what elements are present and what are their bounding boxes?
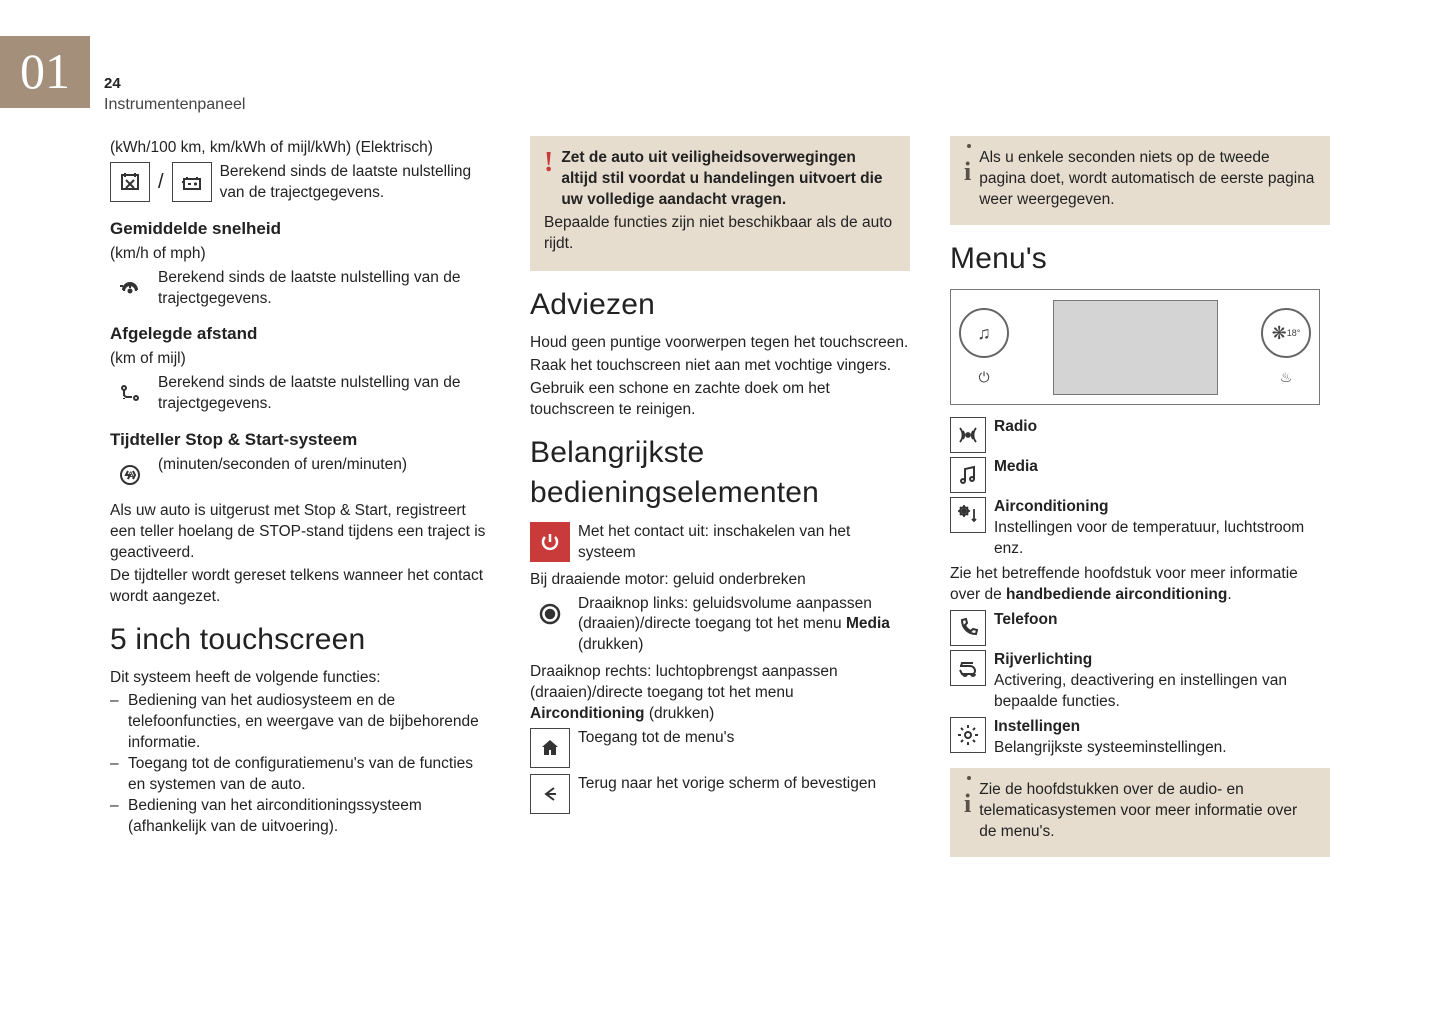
radio-icon — [950, 417, 986, 453]
ac-desc: Instellingen voor de temperatuur, luchts… — [994, 519, 1304, 557]
battery-icon — [172, 162, 212, 202]
left-knob-icon: ♫ — [959, 308, 1009, 358]
home-desc: Toegang tot de menu's — [578, 728, 734, 749]
info-icon: i — [964, 148, 971, 211]
battery-desc: Berekend sinds de laatste nulstelling va… — [220, 162, 490, 204]
media-icon — [950, 457, 986, 493]
slash-sep: / — [158, 169, 164, 196]
info-icon-2: i — [964, 780, 971, 843]
device-screen — [1053, 300, 1218, 395]
advice-p2: Raak het touchscreen niet aan met vochti… — [530, 356, 910, 377]
power-icon — [530, 522, 570, 562]
ts-item-2: –Toegang tot de configuratiemenu's van d… — [110, 754, 490, 796]
touchscreen-intro: Dit systeem heeft de volgende functies: — [110, 668, 490, 689]
stopstart-unit: (minuten/seconden of uren/minuten) — [158, 455, 407, 476]
warning-icon: ! — [544, 148, 553, 211]
avg-speed-title: Gemiddelde snelheid — [110, 218, 490, 241]
warning-callout: ! Zet de auto uit veiligheidsoverweginge… — [530, 136, 910, 271]
info1-text: Als u enkele seconden niets op de tweede… — [979, 148, 1316, 211]
right-knob-icon: ❋ 18° — [1261, 308, 1311, 358]
warning-bold: Zet de auto uit veiligheidsoverwegingen … — [561, 149, 882, 208]
section-name: Instrumentenpaneel — [104, 94, 245, 116]
svg-text:A: A — [127, 470, 135, 482]
controls-title: Belangrijkste bedieningselementen — [530, 433, 910, 514]
stopstart-p1: Als uw auto is uitgerust met Stop & Star… — [110, 501, 490, 564]
knob-left-icon — [530, 594, 570, 634]
distance-unit: (km of mijl) — [110, 349, 490, 370]
column-2: ! Zet de auto uit veiligheidsoverweginge… — [530, 136, 910, 871]
x-calendar-icon — [110, 162, 150, 202]
back-icon — [530, 774, 570, 814]
device-power-icon: ⏻ — [978, 368, 989, 387]
ts-item-1: –Bediening van het audiosysteem en de te… — [110, 691, 490, 754]
advice-p1: Houd geen puntige voorwerpen tegen het t… — [530, 333, 910, 354]
stopstart-icon: A — [110, 455, 150, 495]
media-label: Media — [994, 457, 1038, 478]
stopstart-p2: De tijdteller wordt gereset telkens wann… — [110, 566, 490, 608]
column-3: i Als u enkele seconden niets op de twee… — [950, 136, 1330, 871]
ac-note: Zie het betreffende hoofdstuk voor meer … — [950, 564, 1330, 606]
info-callout-2: i Zie de hoofdstukken over de audio- en … — [950, 768, 1330, 857]
power-note: Bij draaiende motor: geluid onderbreken — [530, 570, 910, 591]
radio-label: Radio — [994, 417, 1037, 438]
settings-desc: Belangrijkste systeeminstellingen. — [994, 739, 1227, 756]
route-icon — [110, 373, 150, 413]
stopstart-title: Tijdteller Stop & Start-systeem — [110, 429, 490, 452]
ac-label: Airconditioning — [994, 497, 1330, 518]
phone-label: Telefoon — [994, 610, 1057, 631]
advice-title: Adviezen — [530, 285, 910, 326]
touchscreen-title: 5 inch touchscreen — [110, 620, 490, 661]
column-1: (kWh/100 km, km/kWh of mijl/kWh) (Elektr… — [110, 136, 490, 871]
distance-desc: Berekend sinds de laatste nulstelling va… — [158, 373, 490, 415]
warning-rest: Bepaalde functies zijn niet beschikbaar … — [544, 213, 896, 255]
settings-label: Instellingen — [994, 717, 1227, 738]
distance-title: Afgelegde afstand — [110, 323, 490, 346]
ts-item-3: –Bediening van het airconditioningssyste… — [110, 796, 490, 838]
gauge-icon — [110, 268, 150, 308]
phone-icon — [950, 610, 986, 646]
avg-speed-unit: (km/h of mph) — [110, 244, 490, 265]
power-desc: Met het contact uit: inschakelen van het… — [578, 522, 910, 564]
lighting-label: Rijverlichting — [994, 650, 1330, 671]
avg-speed-desc: Berekend sinds de laatste nulstelling va… — [158, 268, 490, 310]
page-number: 24 — [104, 74, 245, 94]
advice-p3: Gebruik een schone en zachte doek om het… — [530, 379, 910, 421]
knob-left-desc: Draaiknop links: geluidsvolume aanpassen… — [578, 594, 910, 657]
knob-right-desc: Draaiknop rechts: luchtopbrengst aanpass… — [530, 662, 910, 725]
home-icon — [530, 728, 570, 768]
device-ac-icon: ♨ — [1280, 368, 1293, 387]
info2-text: Zie de hoofdstukken over de audio- en te… — [979, 780, 1316, 843]
lighting-icon — [950, 650, 986, 686]
device-illustration: ♫ ⏻ ❋ 18° ♨ — [950, 289, 1320, 405]
menus-title: Menu's — [950, 239, 1330, 280]
lighting-desc: Activering, deactivering en instellingen… — [994, 672, 1287, 710]
back-desc: Terug naar het vorige scherm of bevestig… — [578, 774, 876, 795]
page-header: 24 Instrumentenpaneel — [104, 74, 245, 116]
settings-icon — [950, 717, 986, 753]
energy-unit-line: (kWh/100 km, km/kWh of mijl/kWh) (Elektr… — [110, 138, 490, 159]
chapter-tab: 01 — [0, 36, 90, 108]
ac-icon — [950, 497, 986, 533]
info-callout-1: i Als u enkele seconden niets op de twee… — [950, 136, 1330, 225]
